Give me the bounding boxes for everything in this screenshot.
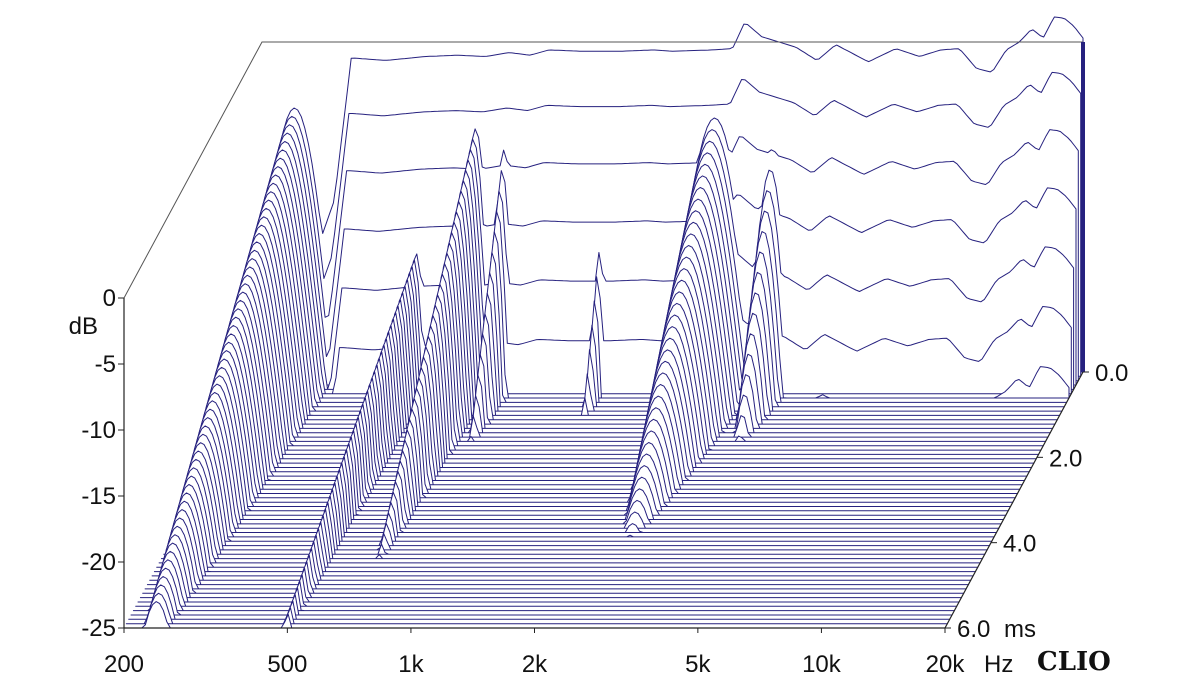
decay-slice [170, 433, 993, 542]
decay-slice [144, 525, 967, 590]
time-tick-label: 0.0 [1095, 360, 1128, 387]
back-wall-edge [123, 41, 1083, 299]
time-tick-label: 6.0 [957, 616, 990, 643]
decay-slice [177, 408, 1000, 529]
decay-slice [160, 467, 983, 560]
decay-slice [146, 517, 969, 586]
decay-slice [153, 492, 976, 573]
x-tick-label: 2k [522, 651, 548, 678]
decay-slice [158, 475, 981, 564]
axis-labels: dB Hz ms CLIO 0 -5 -10 -15 -20 -25 200 500 1k 2k 5… [69, 285, 1129, 678]
decay-slice [163, 458, 986, 555]
decay-slice [179, 400, 1002, 525]
y-tick-label: -20 [81, 549, 116, 576]
decay-slice [128, 584, 951, 620]
y-tick-label: -5 [95, 351, 116, 378]
y-tick-label: -15 [81, 483, 116, 510]
decay-slice [130, 576, 953, 616]
x-tick-label: 500 [267, 651, 307, 678]
decay-slice [172, 425, 995, 538]
x-tick-label: 1k [398, 651, 424, 678]
time-tick-label: 2.0 [1049, 445, 1082, 472]
x-tick-label: 20k [926, 651, 966, 678]
time-axis-unit-label: ms [1004, 616, 1036, 643]
decay-slice [156, 484, 979, 568]
decay-slice [184, 383, 1007, 516]
decay-slices [123, 16, 1084, 629]
x-tick-label: 5k [685, 651, 711, 678]
x-tick-label: 10k [802, 651, 842, 678]
decay-slice [132, 567, 955, 612]
x-axis-unit-label: Hz [984, 651, 1013, 678]
x-tick-label: 200 [104, 651, 144, 678]
time-axis-line [944, 371, 1084, 629]
decay-slice [135, 559, 958, 607]
decay-slice [182, 392, 1004, 520]
decay-slice [149, 509, 972, 581]
decay-slice [137, 550, 960, 603]
decay-slice [175, 417, 997, 533]
decay-slice [142, 534, 965, 594]
decay-slice [139, 542, 962, 599]
chart-frame [118, 41, 1089, 633]
time-tick-label: 4.0 [1003, 531, 1036, 558]
brand-logo-text: CLIO [1037, 647, 1111, 677]
y-axis-unit-label: dB [69, 313, 98, 340]
decay-slice [151, 500, 974, 577]
decay-slice [165, 450, 988, 551]
decay-slice [167, 442, 990, 547]
y-tick-label: -25 [81, 615, 116, 642]
y-tick-label: 0 [103, 285, 116, 312]
decay-slice [125, 592, 948, 625]
y-tick-label: -10 [81, 417, 116, 444]
